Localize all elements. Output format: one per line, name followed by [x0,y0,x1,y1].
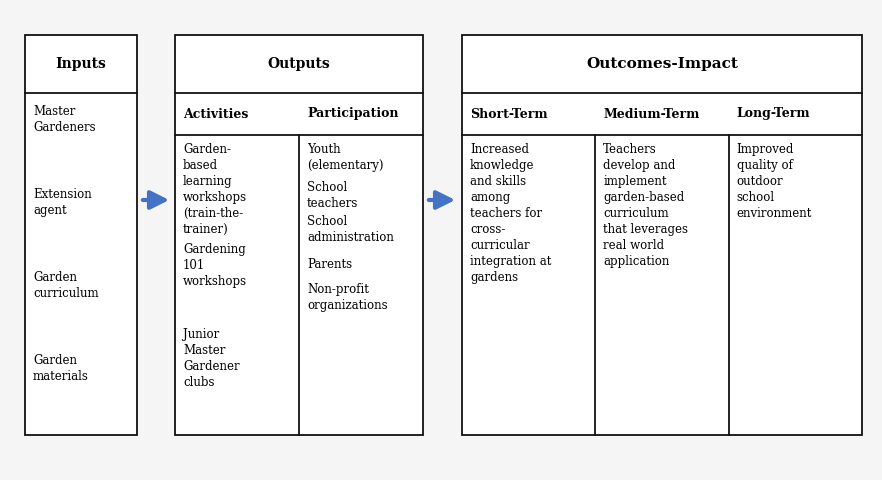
Text: Garden-
based
learning
workshops
(train-the-
trainer): Garden- based learning workshops (train-… [183,143,247,236]
Text: Junior
Master
Gardener
clubs: Junior Master Gardener clubs [183,328,240,389]
Text: Long-Term: Long-Term [736,108,811,120]
Text: Teachers
develop and
implement
garden-based
curriculum
that leverages
real world: Teachers develop and implement garden-ba… [603,143,688,268]
Text: Activities: Activities [183,108,249,120]
Text: Garden
materials: Garden materials [33,354,89,383]
Text: Youth
(elementary): Youth (elementary) [307,143,384,172]
Text: Extension
agent: Extension agent [33,188,92,217]
Text: Master
Gardeners: Master Gardeners [33,105,95,134]
Text: School
teachers: School teachers [307,181,358,210]
Text: Outputs: Outputs [267,57,331,71]
Text: Short-Term: Short-Term [470,108,548,120]
Text: Improved
quality of
outdoor
school
environment: Improved quality of outdoor school envir… [736,143,812,220]
Text: Inputs: Inputs [56,57,107,71]
Text: Medium-Term: Medium-Term [603,108,699,120]
Text: Non-profit
organizations: Non-profit organizations [307,283,387,312]
Text: Parents: Parents [307,258,352,271]
Bar [175,35,423,435]
Text: Participation: Participation [307,108,399,120]
Text: Increased
knowledge
and skills
among
teachers for
cross-
curricular
integration : Increased knowledge and skills among tea… [470,143,551,284]
Text: School
administration: School administration [307,215,394,244]
Text: Outcomes-Impact: Outcomes-Impact [586,57,738,71]
Bar [462,35,862,435]
Bar [25,35,137,435]
Text: Gardening
101
workshops: Gardening 101 workshops [183,243,247,288]
Text: Garden
curriculum: Garden curriculum [33,271,99,300]
